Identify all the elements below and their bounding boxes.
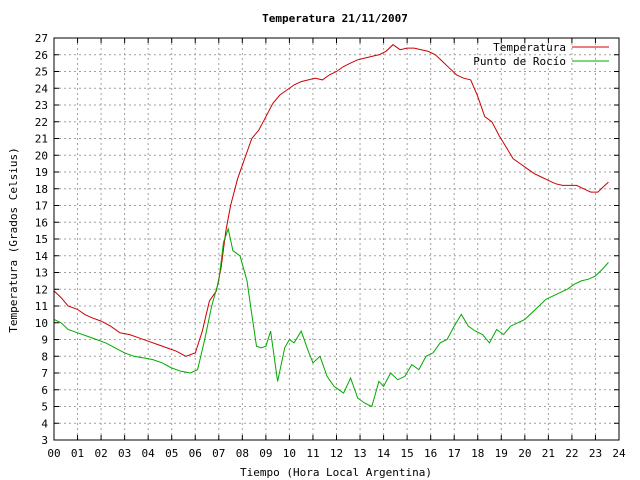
x-tick-label: 11 bbox=[306, 447, 319, 460]
x-tick-label: 19 bbox=[495, 447, 508, 460]
x-tick-label: 08 bbox=[236, 447, 249, 460]
legend-label: Punto de Rocío bbox=[473, 55, 566, 68]
x-tick-label: 05 bbox=[165, 447, 178, 460]
x-axis-label: Tiempo (Hora Local Argentina) bbox=[240, 466, 432, 479]
y-tick-label: 6 bbox=[41, 384, 48, 397]
x-tick-label: 02 bbox=[94, 447, 107, 460]
x-tick-label: 06 bbox=[189, 447, 202, 460]
y-tick-label: 24 bbox=[35, 82, 49, 95]
x-tick-label: 01 bbox=[71, 447, 84, 460]
x-tick-label: 24 bbox=[612, 447, 626, 460]
x-tick-label: 15 bbox=[401, 447, 414, 460]
grid-lines bbox=[54, 38, 619, 440]
y-tick-label: 26 bbox=[35, 49, 48, 62]
x-axis-ticks: 00 01 02 03 04 05 06 07 08 09 10 11 12 13 14 15 16 17 18 19… bbox=[47, 38, 626, 460]
y-tick-label: 7 bbox=[41, 367, 48, 380]
x-tick-label: 16 bbox=[424, 447, 437, 460]
y-tick-label: 23 bbox=[35, 99, 48, 112]
y-axis-label: Temperatura (Grados Celsius) bbox=[7, 147, 20, 332]
y-tick-label: 3 bbox=[41, 434, 48, 447]
y-tick-label: 16 bbox=[35, 216, 48, 229]
y-tick-label: 19 bbox=[35, 166, 48, 179]
y-tick-label: 25 bbox=[35, 66, 48, 79]
legend-label: Temperatura bbox=[493, 41, 566, 54]
x-tick-label: 18 bbox=[471, 447, 484, 460]
y-tick-label: 9 bbox=[41, 334, 48, 347]
y-axis-ticks: 3 4 5 6 7 8 9 10 11 12 13 14 15 16 17 18 19 20 21 22 23 24 25 2… bbox=[35, 32, 619, 447]
y-tick-label: 15 bbox=[35, 233, 48, 246]
y-tick-label: 10 bbox=[35, 317, 48, 330]
x-tick-label: 10 bbox=[283, 447, 296, 460]
series-line-punto-de-rocio bbox=[53, 227, 609, 408]
y-tick-label: 21 bbox=[35, 133, 48, 146]
x-tick-label: 04 bbox=[142, 447, 156, 460]
chart-title: Temperatura 21/11/2007 bbox=[262, 12, 408, 25]
y-tick-label: 14 bbox=[35, 250, 49, 263]
y-tick-label: 27 bbox=[35, 32, 48, 45]
x-tick-label: 09 bbox=[259, 447, 272, 460]
x-tick-label: 23 bbox=[589, 447, 602, 460]
x-tick-label: 03 bbox=[118, 447, 131, 460]
x-tick-label: 12 bbox=[330, 447, 343, 460]
x-tick-label: 20 bbox=[518, 447, 531, 460]
y-tick-label: 4 bbox=[41, 417, 48, 430]
y-tick-label: 12 bbox=[35, 283, 48, 296]
y-tick-label: 13 bbox=[35, 267, 48, 280]
y-tick-label: 18 bbox=[35, 183, 48, 196]
y-tick-label: 20 bbox=[35, 149, 48, 162]
y-tick-label: 17 bbox=[35, 200, 48, 213]
y-tick-label: 5 bbox=[41, 401, 48, 414]
x-tick-label: 22 bbox=[565, 447, 578, 460]
series-line-temperatura bbox=[53, 44, 609, 357]
x-tick-label: 13 bbox=[353, 447, 366, 460]
x-tick-label: 21 bbox=[542, 447, 555, 460]
x-tick-label: 14 bbox=[377, 447, 391, 460]
y-tick-label: 8 bbox=[41, 350, 48, 363]
x-tick-label: 00 bbox=[47, 447, 60, 460]
x-tick-label: 17 bbox=[448, 447, 461, 460]
x-tick-label: 07 bbox=[212, 447, 225, 460]
y-tick-label: 11 bbox=[35, 300, 48, 313]
series-layer bbox=[53, 44, 609, 408]
y-tick-label: 22 bbox=[35, 116, 48, 129]
